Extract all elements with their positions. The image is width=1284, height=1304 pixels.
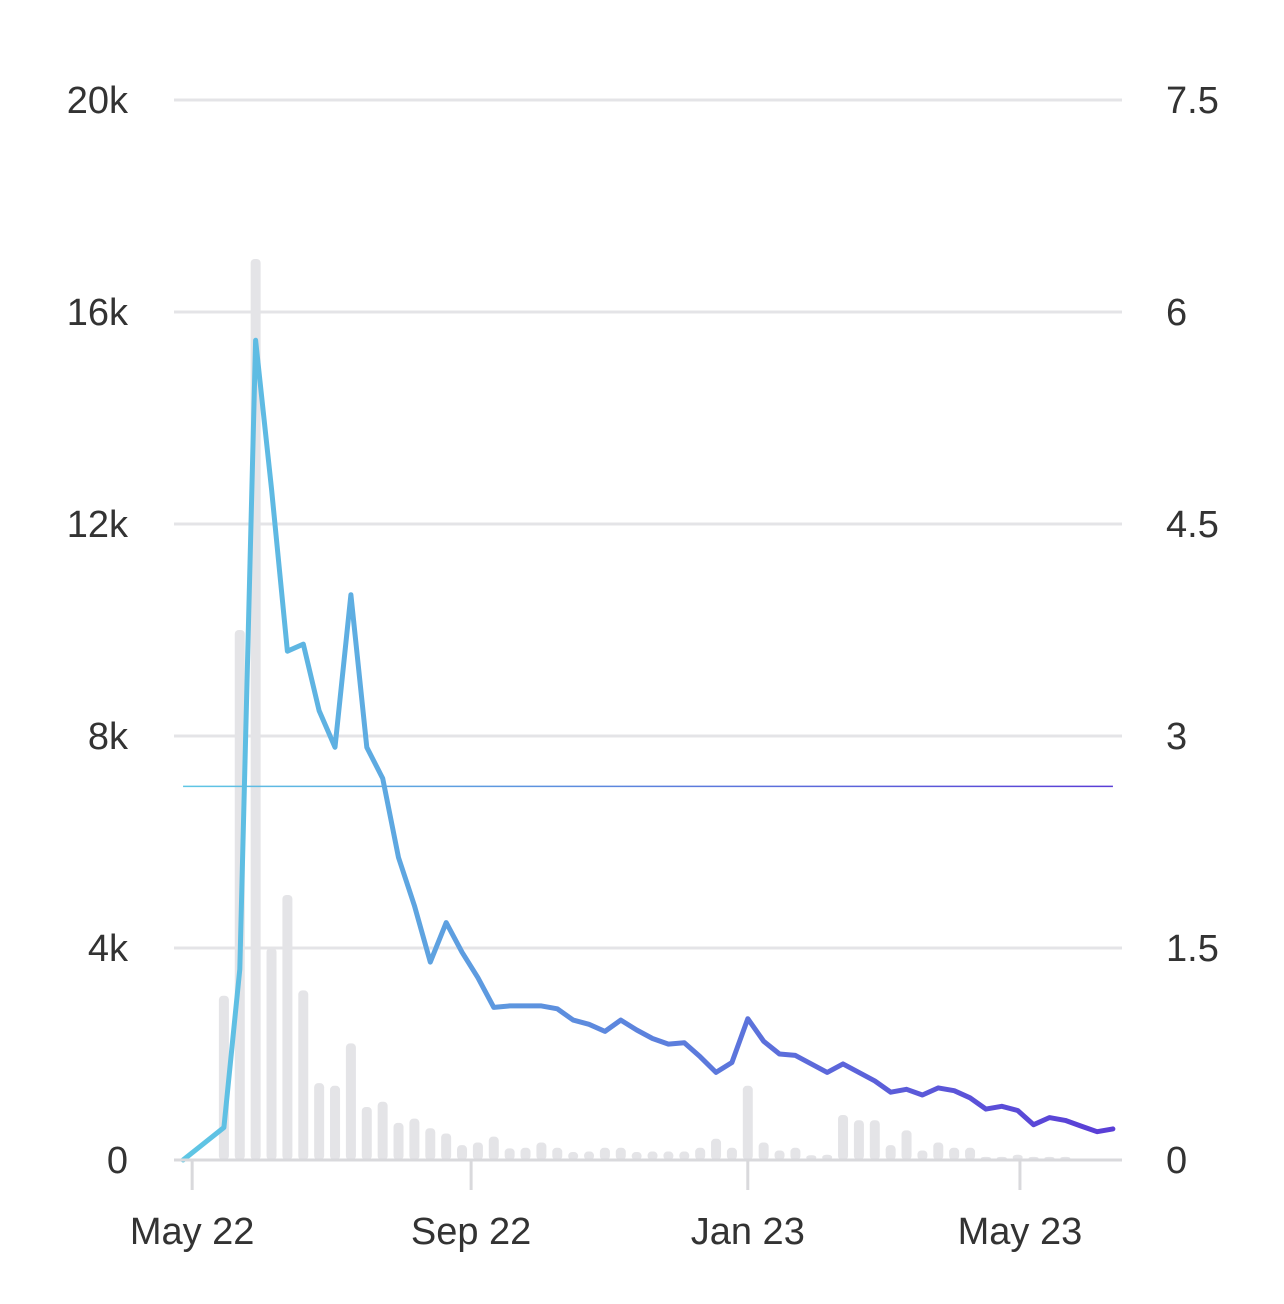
x-tick-label: May 22 [130,1211,255,1253]
y-right-tick-label: 3 [1166,716,1187,758]
bar [774,1150,785,1160]
bar [584,1151,595,1160]
bar [441,1133,452,1160]
bar [488,1136,499,1160]
bar [853,1120,864,1160]
bar [552,1147,563,1160]
y-left-tick-label: 12k [67,504,129,546]
bar [726,1147,737,1160]
bar [330,1085,341,1160]
bar [615,1147,626,1160]
bar [361,1107,372,1160]
y-right-tick-label: 0 [1166,1140,1187,1182]
bar [536,1142,547,1160]
bar [790,1147,801,1160]
y-right-tick-label: 7.5 [1166,80,1219,122]
y-axis-right: 0 1.5 3 4.5 6 7.5 [1166,80,1219,1182]
bar [393,1122,404,1160]
bar [758,1142,769,1160]
y-right-tick-label: 6 [1166,292,1187,334]
bar [520,1147,531,1160]
bar [695,1147,706,1160]
bar [409,1118,420,1160]
bar [298,990,309,1160]
bar [472,1142,483,1160]
y-right-tick-label: 4.5 [1166,504,1219,546]
bar [504,1148,515,1160]
bar [345,1043,356,1160]
bar [965,1147,976,1160]
y-right-tick-label: 1.5 [1166,928,1219,970]
bar [568,1152,579,1160]
y-axis-left: 0 4k 8k 12k 16k 20k [67,80,129,1182]
bar [838,1114,849,1160]
line-series [180,337,1116,1163]
x-tick-label: Sep 22 [411,1211,531,1253]
bar [377,1101,388,1160]
bar [949,1147,960,1160]
line-series-layer [180,337,1116,1163]
x-tick-label: May 23 [958,1211,1083,1253]
bar [631,1152,642,1160]
gridlines [174,98,1122,950]
y-left-tick-label: 0 [107,1140,128,1182]
bar [663,1151,674,1160]
y-left-tick-label: 16k [67,292,129,334]
bar [917,1150,928,1160]
bar [266,948,277,1160]
x-axis: May 22 Sep 22 Jan 23 May 23 [130,1158,1122,1253]
bar [599,1147,610,1160]
y-left-tick-label: 20k [67,80,129,122]
bar [425,1128,436,1160]
bar [647,1151,658,1160]
x-tick-label: Jan 23 [691,1211,805,1253]
bar [711,1138,722,1160]
bar [282,895,293,1160]
bar [742,1085,753,1160]
bar [933,1142,944,1160]
bar [679,1151,690,1160]
bar-series [218,259,1071,1160]
bar [457,1145,468,1160]
y-left-tick-label: 8k [88,716,129,758]
bar [314,1083,325,1160]
bar [885,1145,896,1160]
bar [901,1130,912,1160]
bar [869,1120,880,1160]
y-left-tick-label: 4k [88,928,129,970]
